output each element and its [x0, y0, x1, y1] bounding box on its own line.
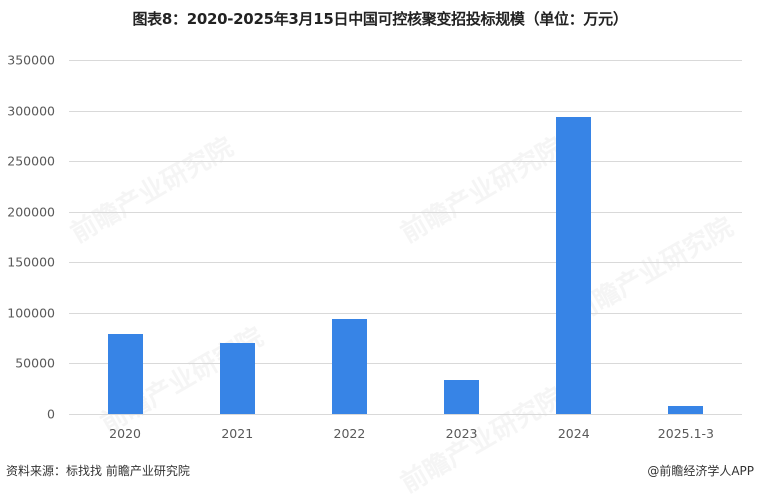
bar-2022: [331, 318, 367, 414]
y-tick-label: 100000: [7, 305, 55, 321]
y-tick-label: 300000: [7, 103, 55, 119]
y-tick-label: 200000: [7, 204, 55, 220]
y-tick-label: 350000: [7, 52, 55, 68]
x-tick-label: 2021: [221, 426, 254, 441]
gridline: [69, 313, 742, 314]
y-tick-label: 150000: [7, 254, 55, 270]
bar-2023: [444, 380, 480, 414]
gridline: [69, 161, 742, 162]
bar-2024: [556, 117, 592, 414]
gridline: [69, 363, 742, 364]
watermark: 前瞻产业研究院: [395, 132, 569, 250]
x-tick-label: 2023: [445, 426, 478, 441]
x-tick-label: 2024: [557, 426, 590, 441]
x-tick-label: 2020: [109, 426, 141, 441]
bar-2025.1-3: [668, 405, 704, 414]
credit-note: @前瞻经济学人APP: [647, 464, 754, 478]
x-tick-label: 2022: [333, 426, 366, 441]
gridline: [69, 111, 742, 112]
gridline: [69, 414, 742, 415]
gridline: [69, 262, 742, 263]
y-tick-label: 250000: [7, 153, 55, 169]
watermark: 前瞻产业研究院: [65, 132, 239, 250]
x-tick-label: 2025.1-3: [657, 426, 715, 441]
watermark: 前瞻产业研究院: [395, 382, 569, 500]
source-note: 资料来源：标找找 前瞻产业研究院: [6, 464, 190, 478]
y-tick-label: 0: [47, 406, 55, 422]
y-tick-label: 50000: [15, 355, 55, 371]
gridline: [69, 60, 742, 61]
gridline: [69, 212, 742, 213]
bar-2020: [107, 334, 143, 414]
chart-title: 图表8：2020-2025年3月15日中国可控核聚变招投标规模（单位：万元）: [132, 10, 628, 28]
bar-2021: [219, 343, 255, 414]
